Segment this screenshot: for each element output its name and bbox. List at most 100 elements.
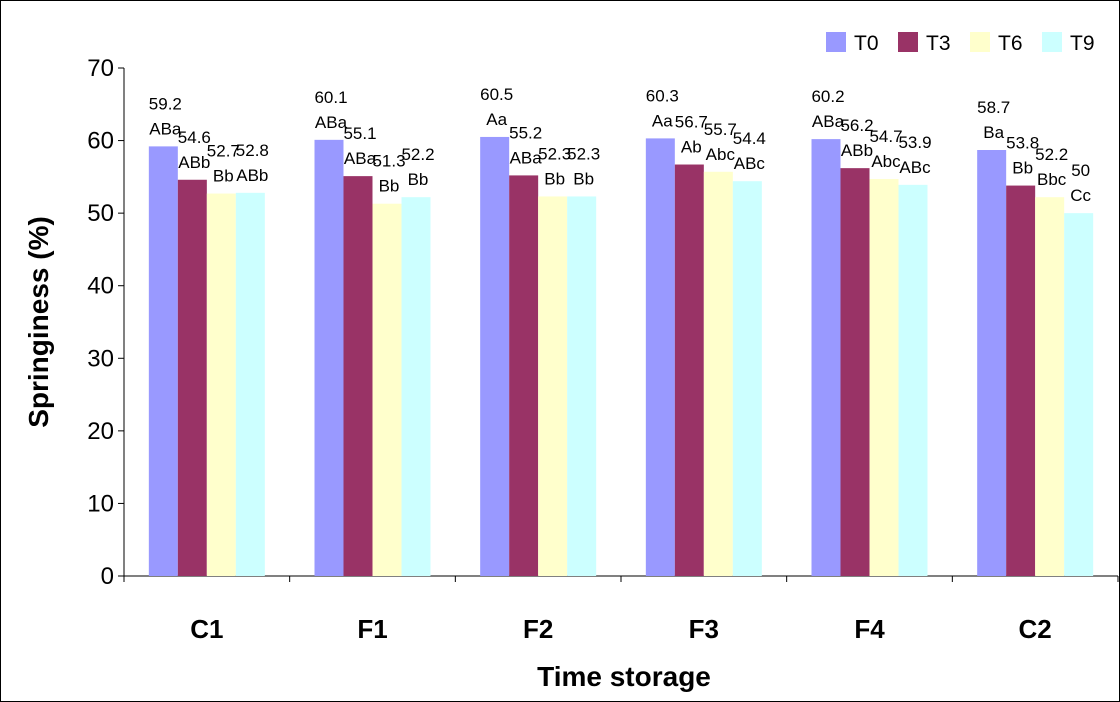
bar-value-label: 55.1 bbox=[343, 124, 376, 143]
bar-value-label: 56.7 bbox=[675, 113, 708, 132]
bar-letter-label: Bb bbox=[1012, 159, 1033, 178]
bar bbox=[509, 175, 539, 577]
bar-letter-label: ABb bbox=[236, 166, 268, 185]
bar-value-label: 52.3 bbox=[538, 144, 571, 163]
y-tick-label: 60 bbox=[87, 128, 114, 155]
y-tick-label: 50 bbox=[87, 200, 114, 227]
y-axis-title: Springiness (%) bbox=[23, 216, 54, 428]
bar bbox=[840, 168, 870, 577]
bar bbox=[703, 171, 733, 576]
bar bbox=[1035, 197, 1065, 577]
legend-swatch bbox=[826, 32, 846, 52]
bar-letter-label: Ba bbox=[983, 123, 1004, 142]
legend-swatch bbox=[1042, 32, 1062, 52]
bar-value-label: 53.8 bbox=[1006, 134, 1039, 153]
bar-letter-label: Aa bbox=[652, 111, 673, 130]
bar-value-label: 54.4 bbox=[733, 129, 766, 148]
bar-letter-label: Bb bbox=[379, 177, 400, 196]
bar bbox=[1006, 185, 1036, 576]
bar bbox=[372, 203, 402, 577]
bar-value-label: 52.2 bbox=[401, 145, 434, 164]
bar-letter-label: Aa bbox=[486, 110, 507, 129]
bar bbox=[538, 196, 568, 577]
bar-letter-label: Bb bbox=[544, 169, 565, 188]
bar-letter-label: ABb bbox=[841, 141, 873, 160]
bar bbox=[148, 146, 178, 576]
bar-letter-label: ABa bbox=[315, 113, 348, 132]
bar-value-label: 60.2 bbox=[811, 87, 844, 106]
x-tick-label: C1 bbox=[190, 614, 223, 644]
bar-value-label: 54.7 bbox=[869, 127, 902, 146]
bar-letter-label: Bb bbox=[573, 169, 594, 188]
bar bbox=[811, 139, 841, 576]
bar-letter-label: ABa bbox=[812, 112, 845, 131]
bar-value-label: 58.7 bbox=[977, 98, 1010, 117]
bar-value-label: 51.3 bbox=[372, 152, 405, 171]
bar-value-label: 50 bbox=[1071, 161, 1090, 180]
x-axis-title: Time storage bbox=[537, 661, 711, 692]
y-tick-label: 40 bbox=[87, 273, 114, 300]
x-tick-label: C2 bbox=[1019, 614, 1052, 644]
bar-letter-label: Cc bbox=[1070, 186, 1091, 205]
bar bbox=[235, 192, 265, 576]
bar-letter-label: Ab bbox=[681, 138, 702, 157]
plot-area: 010203040506070C1ABa59.2ABb54.6Bb52.7ABb… bbox=[87, 55, 1119, 644]
bar bbox=[343, 176, 373, 577]
bar-letter-label: ABb bbox=[178, 153, 210, 172]
bar bbox=[977, 150, 1007, 576]
y-tick-label: 10 bbox=[87, 490, 114, 517]
bar-letter-label: Bb bbox=[408, 170, 429, 189]
bar-letter-label: Bb bbox=[213, 167, 234, 186]
bar bbox=[645, 138, 675, 576]
bar-value-label: 52.7 bbox=[207, 142, 240, 161]
y-tick-label: 20 bbox=[87, 418, 114, 445]
x-tick-label: F2 bbox=[523, 614, 553, 644]
bar-value-label: 59.2 bbox=[149, 94, 182, 113]
legend-label: T3 bbox=[926, 32, 951, 55]
bar bbox=[567, 196, 597, 577]
bar-letter-label: ABa bbox=[149, 119, 182, 138]
bar bbox=[314, 139, 344, 577]
y-tick-label: 70 bbox=[87, 55, 114, 82]
bar-letter-label: ABc bbox=[734, 154, 766, 173]
bar bbox=[401, 197, 431, 577]
legend-swatch bbox=[898, 32, 918, 52]
y-tick-label: 30 bbox=[87, 345, 114, 372]
bar bbox=[869, 179, 899, 576]
y-tick-label: 0 bbox=[101, 563, 114, 590]
bar-value-label: 52.3 bbox=[567, 144, 600, 163]
bar-letter-label: ABa bbox=[510, 148, 543, 167]
bar bbox=[206, 193, 236, 576]
bar-value-label: 53.9 bbox=[898, 133, 931, 152]
bar-value-label: 60.3 bbox=[646, 86, 679, 105]
bar-letter-label: ABc bbox=[899, 158, 931, 177]
bar-letter-label: Abc bbox=[871, 152, 901, 171]
legend-label: T6 bbox=[998, 32, 1023, 55]
bar bbox=[1064, 213, 1094, 576]
bar-value-label: 55.2 bbox=[509, 123, 542, 142]
x-tick-label: F3 bbox=[689, 614, 719, 644]
x-tick-label: F1 bbox=[357, 614, 387, 644]
bar-value-label: 56.2 bbox=[840, 116, 873, 135]
bar bbox=[898, 184, 928, 576]
bar-value-label: 60.5 bbox=[480, 85, 513, 104]
bar-letter-label: ABa bbox=[344, 149, 377, 168]
legend-label: T9 bbox=[1070, 32, 1095, 55]
bar-value-label: 54.6 bbox=[178, 128, 211, 147]
bar bbox=[732, 181, 762, 576]
bar-value-label: 60.1 bbox=[314, 88, 347, 107]
legend-label: T0 bbox=[854, 32, 879, 55]
bar-value-label: 55.7 bbox=[704, 120, 737, 139]
bar bbox=[177, 179, 207, 576]
x-tick-label: F4 bbox=[854, 614, 885, 644]
bar-value-label: 52.8 bbox=[236, 141, 269, 160]
bar-value-label: 52.2 bbox=[1035, 145, 1068, 164]
bar bbox=[674, 164, 704, 576]
bar bbox=[480, 136, 510, 576]
bar-letter-label: Abc bbox=[706, 145, 736, 164]
legend-swatch bbox=[970, 32, 990, 52]
legend: T0 T3 T6 T9 bbox=[826, 32, 1095, 55]
bar-letter-label: Bbc bbox=[1037, 170, 1067, 189]
